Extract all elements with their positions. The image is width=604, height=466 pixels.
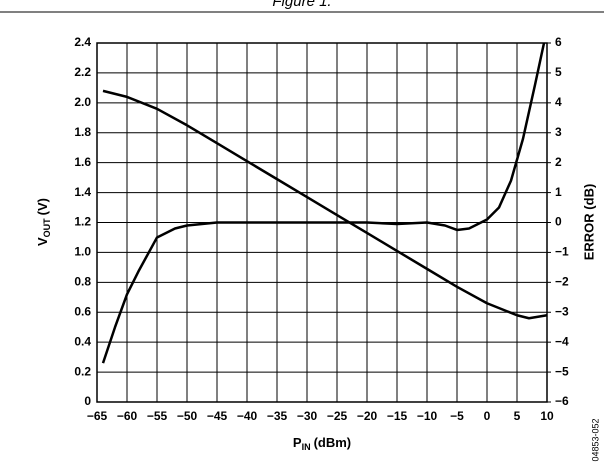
x-tick-label: −15	[387, 409, 408, 423]
series-line	[101, 42, 546, 364]
y2-tick-label: 0	[555, 215, 562, 229]
x-tick-label: −5	[450, 409, 464, 423]
series-line	[102, 89, 548, 320]
y2-tick-label: −5	[555, 364, 569, 378]
x-tick-label: −30	[297, 409, 318, 423]
x-tick-label: −60	[117, 409, 138, 423]
x-tick-label: −55	[147, 409, 168, 423]
y2-tick-label: 1	[555, 185, 562, 199]
side-note: 04853-052	[590, 418, 600, 461]
y-tick-label: 0.4	[74, 334, 91, 348]
y2-tick-label: −4	[555, 334, 569, 348]
y-tick-label: 1.0	[74, 245, 91, 259]
y2-tick-label: 5	[555, 65, 562, 79]
chart-title: Figure 1.	[272, 0, 331, 10]
y2-tick-label: −6	[555, 394, 569, 408]
y2-tick-label: 3	[555, 125, 562, 139]
y2-axis-label: ERROR (dB)	[581, 184, 596, 261]
y-tick-label: 0	[84, 394, 91, 408]
x-tick-label: −50	[177, 409, 198, 423]
x-tick-label: 0	[484, 409, 491, 423]
x-tick-label: −35	[267, 409, 288, 423]
x-tick-label: 10	[540, 409, 554, 423]
x-tick-label: −65	[87, 409, 108, 423]
plot-frame	[96, 42, 548, 403]
y-tick-label: 1.8	[74, 125, 91, 139]
y-tick-label: 0.8	[74, 275, 91, 289]
x-tick-label: −20	[357, 409, 378, 423]
y-tick-label: 2.0	[74, 95, 91, 109]
y-tick-label: 2.4	[74, 35, 91, 49]
x-tick-label: −25	[327, 409, 348, 423]
y2-tick-label: −1	[555, 245, 569, 259]
x-tick-label: −45	[207, 409, 228, 423]
y-tick-label: 2.2	[74, 65, 91, 79]
y-tick-label: 1.2	[74, 215, 91, 229]
x-tick-label: −40	[237, 409, 258, 423]
y-tick-label: 0.2	[74, 364, 91, 378]
x-tick-label: 5	[514, 409, 521, 423]
y-tick-label: 1.4	[74, 185, 91, 199]
y-tick-label: 0.6	[74, 304, 91, 318]
y2-tick-label: −3	[555, 304, 569, 318]
y-tick-label: 1.6	[74, 155, 91, 169]
x-axis-label: PIN (dBm)	[293, 435, 351, 452]
x-tick-label: −10	[417, 409, 438, 423]
y2-tick-label: 2	[555, 155, 562, 169]
y2-tick-label: 6	[555, 35, 562, 49]
y2-tick-label: −2	[555, 275, 569, 289]
y-axis-label: VOUT(V)	[35, 198, 52, 246]
y2-tick-label: 4	[555, 95, 562, 109]
